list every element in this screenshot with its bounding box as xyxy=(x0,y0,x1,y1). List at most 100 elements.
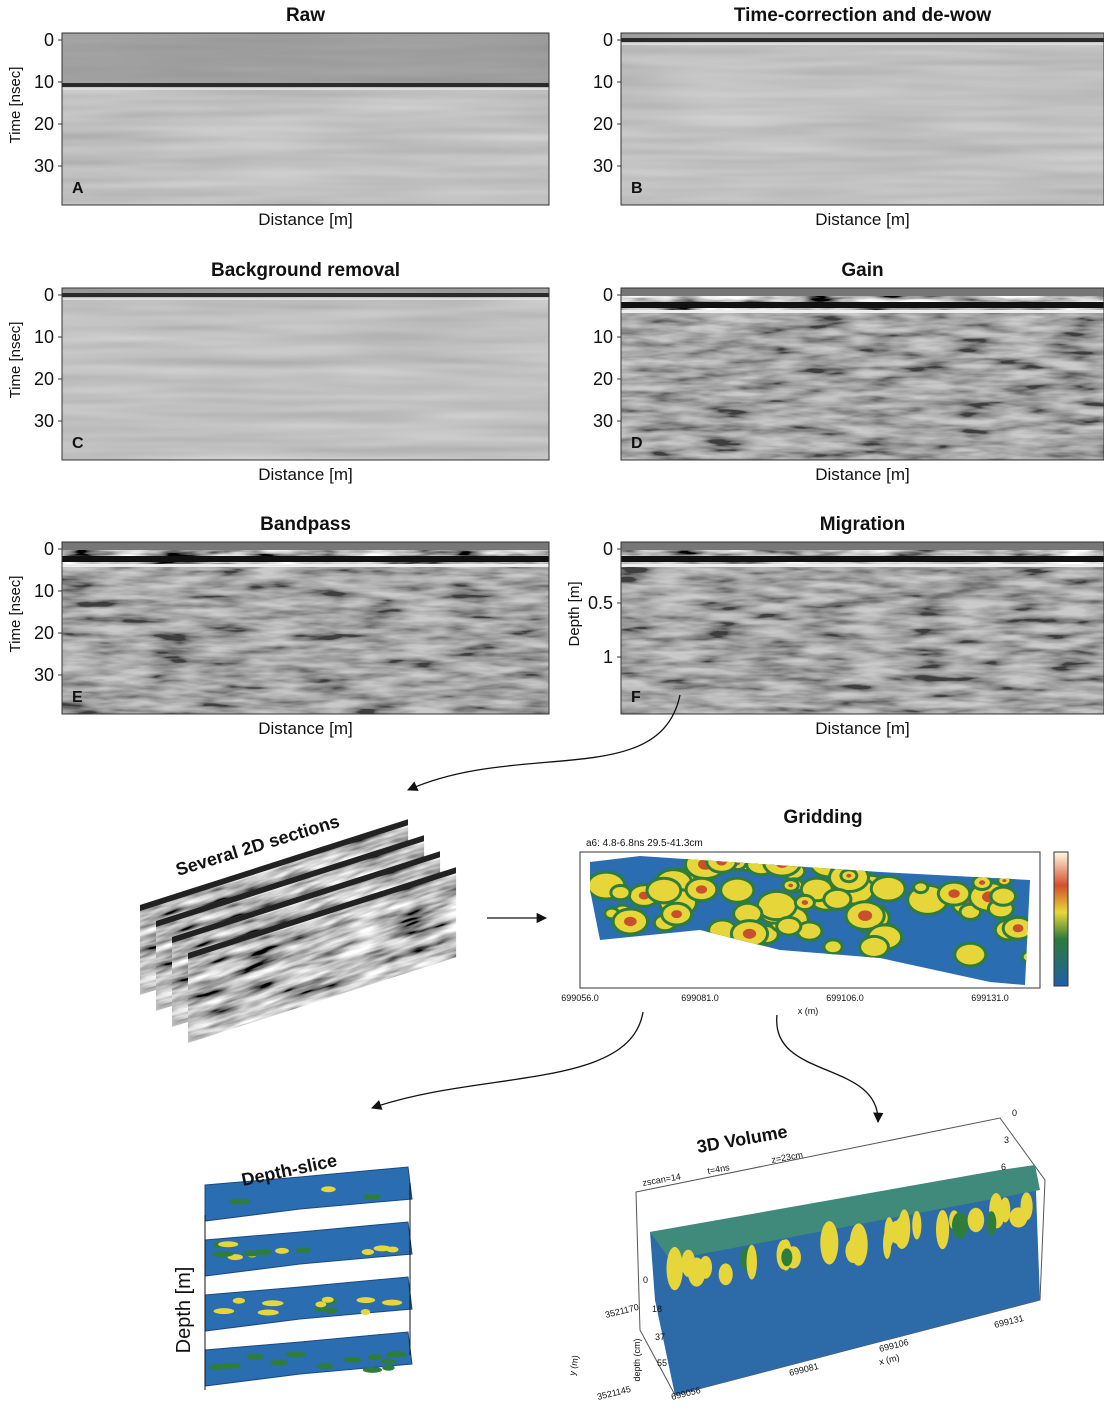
slice-blob xyxy=(356,1297,376,1304)
y-tick-label: 20 xyxy=(593,114,613,134)
plot-frame xyxy=(61,541,550,715)
plot-frame xyxy=(620,32,1104,206)
slice-blob xyxy=(262,1300,284,1307)
y-tick-label: 30 xyxy=(34,411,54,431)
map-blob xyxy=(801,900,809,905)
panel-letter: C xyxy=(72,435,84,452)
direct-wave xyxy=(62,298,549,300)
radargram-overlay xyxy=(621,566,1104,714)
plot-frame xyxy=(620,287,1104,461)
arrow xyxy=(407,694,681,791)
map-blob xyxy=(948,889,960,898)
map-blob xyxy=(735,904,761,923)
map-blob xyxy=(612,886,629,899)
y-tick-label: 20 xyxy=(34,114,54,134)
y-tick-label: 3521170 xyxy=(604,1302,640,1320)
y-tick-label: 3521145 xyxy=(596,1384,632,1402)
map-blob xyxy=(624,916,637,927)
volume-title: 3D Volume xyxy=(695,1121,789,1157)
y-tick-label: 0 xyxy=(44,539,54,559)
slice-blob xyxy=(254,1248,273,1255)
map-blob xyxy=(956,944,985,965)
depth-tick-label: 18 xyxy=(652,1304,662,1314)
y-tick-label: 10 xyxy=(34,327,54,347)
slice-blob xyxy=(386,1246,399,1253)
map-blob xyxy=(979,880,986,885)
y-tick-label: 0.5 xyxy=(588,593,613,613)
y-tick-label: 20 xyxy=(593,369,613,389)
y-tick-label: 20 xyxy=(34,623,54,643)
y-axis-label: Depth [m] xyxy=(566,581,583,646)
panel-letter: B xyxy=(631,180,643,197)
depth-tick-label: 37 xyxy=(655,1332,665,1342)
radargram-overlay xyxy=(621,312,1104,460)
depth-slices xyxy=(204,1166,413,1390)
y-tick-label: 0 xyxy=(44,30,54,50)
volume-blob xyxy=(718,1263,733,1286)
slice-blob xyxy=(316,1363,334,1370)
map-blob xyxy=(798,923,821,939)
y-tick-label: 0 xyxy=(603,285,613,305)
y-tick-label: 10 xyxy=(593,327,613,347)
y-tick-label: 0 xyxy=(603,539,613,559)
y-tick-label: 30 xyxy=(593,411,613,431)
slice-blob xyxy=(270,1359,288,1366)
surface-reflection xyxy=(621,302,1104,308)
slice-blob xyxy=(275,1247,289,1254)
y-axis-label: Time [nsec] xyxy=(7,67,24,144)
air-band xyxy=(62,542,549,550)
volume-blob xyxy=(1009,1207,1028,1228)
x-tick-label: 699106.0 xyxy=(826,993,864,1003)
panel: Raw A 0 10 20 30 Time [nsec] Distance [m] xyxy=(7,5,550,229)
direct-wave xyxy=(62,83,549,87)
surface-reflection xyxy=(621,556,1104,562)
air-band xyxy=(621,33,1104,39)
map-blob xyxy=(846,873,852,878)
y-tick-label: 30 xyxy=(34,156,54,176)
y-tick-label: 10 xyxy=(34,72,54,92)
x-tick-label: 699081.0 xyxy=(681,993,719,1003)
radargram xyxy=(621,542,1104,714)
direct-wave xyxy=(621,43,1104,45)
panel-title: Gain xyxy=(841,260,883,281)
panel-letter: D xyxy=(631,435,643,452)
plot-frame xyxy=(61,32,550,206)
x-axis-label: Distance [m] xyxy=(258,465,352,484)
air-band xyxy=(621,288,1104,296)
air-band xyxy=(621,542,1104,550)
map-blob xyxy=(825,941,841,953)
x-axis-label: x (m) xyxy=(878,1352,900,1367)
map-blob xyxy=(671,910,683,919)
panel: Bandpass E 0 10 20 30 Time [nsec] Distance [m] xyxy=(7,514,550,738)
colorbar xyxy=(1053,851,1069,987)
panel-letter: E xyxy=(72,689,83,706)
slice-blob xyxy=(385,1351,407,1358)
slice-blob xyxy=(382,1364,395,1371)
x-axis-label: Distance [m] xyxy=(258,210,352,229)
slice-blob xyxy=(381,1299,403,1306)
y-axis-label: Time [nsec] xyxy=(7,576,24,653)
top-tick-label: 0 xyxy=(1012,1108,1017,1118)
depth-axis-label: Depth [m] xyxy=(173,1267,195,1354)
volume-blob xyxy=(820,1221,839,1265)
air-band xyxy=(62,33,549,83)
map-blob xyxy=(915,883,927,892)
radargram-overlay xyxy=(62,566,549,714)
panel-letter: A xyxy=(72,180,84,197)
map-blob xyxy=(695,885,708,894)
y-tick-label: 10 xyxy=(34,581,54,601)
depth-tick-label: 55 xyxy=(657,1358,667,1368)
top-tick-label: 3 xyxy=(1004,1135,1009,1145)
slice-blob xyxy=(321,1296,334,1303)
y-axis-label: Time [nsec] xyxy=(7,322,24,399)
map-blob xyxy=(758,892,795,919)
slice-blob xyxy=(315,1301,327,1308)
slice xyxy=(204,1276,413,1332)
map-blob xyxy=(1012,924,1024,933)
x-tick-label: 699056.0 xyxy=(561,993,599,1003)
direct-wave xyxy=(621,38,1104,42)
volume-top xyxy=(650,1165,1040,1260)
section-band xyxy=(156,835,424,927)
panel: Background removal C 0 10 20 30 Time [nsec] Dis… xyxy=(7,260,550,484)
